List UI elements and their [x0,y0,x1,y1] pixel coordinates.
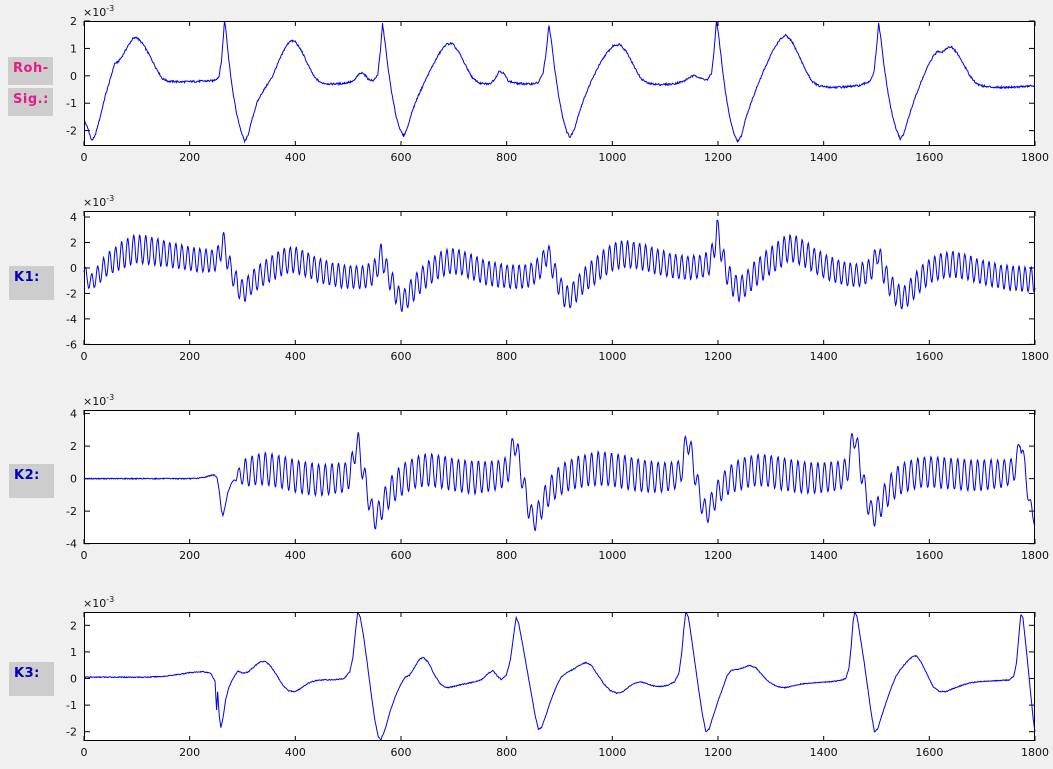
y-tick-label: 4 [70,408,77,421]
y-tick-label: 2 [70,15,77,28]
subplot-k3: 0 200 400 600 800 1000 1200 1400 1600 1800 2 1 0 -1 -2… [66,595,1049,759]
x-tick-label: 400 [285,151,306,164]
y-tick-label: 0 [70,70,77,83]
y-scale-label: ×10-3 [83,4,114,19]
x-tick-label: 1600 [915,549,943,562]
signal-trace [83,432,1036,532]
subplot-k2: 0 200 400 600 800 1000 1200 1400 1600 1800 4 2 0 -2 -4… [66,393,1049,562]
subplot-roh-signal: 0 200 400 600 800 1000 1200 1400 1600 1800 2 1 0 -1 -2… [66,4,1049,164]
y-tick-label: 0 [70,473,77,486]
y-scale-label: ×10-3 [83,393,114,408]
x-tick-label: 1400 [810,350,838,363]
x-tick-label: 1400 [810,549,838,562]
x-tick-label: 1000 [598,350,626,363]
x-tick-label: 800 [496,549,517,562]
signal-label-k3: K3: [9,662,54,696]
x-tick-label: 0 [81,350,88,363]
x-tick-label: 800 [496,151,517,164]
signal-label-sig: Sig.: [8,88,53,116]
y-tick-label: 0 [70,262,77,275]
plot-area [84,21,1035,146]
y-tick-label: -2 [66,125,77,138]
x-tick-label: 1600 [915,746,943,759]
y-tick-label: -6 [66,338,77,351]
axis-frame [84,21,1035,146]
axis-frame [84,612,1035,741]
x-tick-label: 600 [391,746,412,759]
x-tick-label: 0 [81,151,88,164]
x-tick-label: 400 [285,549,306,562]
y-tick-label: 1 [70,42,77,55]
x-tick-label: 1000 [598,151,626,164]
x-tick-label: 1800 [1021,350,1049,363]
y-tick-label: -2 [66,505,77,518]
x-tick-label: 600 [391,151,412,164]
x-tick-label: 200 [179,350,200,363]
x-tick-label: 1400 [810,151,838,164]
x-tick-label: 200 [179,549,200,562]
x-tick-label: 1200 [704,350,732,363]
x-tick-label: 200 [179,746,200,759]
y-tick-label: -2 [66,726,77,739]
x-tick-label: 0 [81,746,88,759]
signal-label-k1: K1: [9,266,54,300]
x-tick-label: 400 [285,350,306,363]
y-tick-label: 1 [70,646,77,659]
y-tick-label: 2 [70,440,77,453]
signal-label-roh: Roh- [8,57,53,85]
x-tick-label: 1000 [598,549,626,562]
y-tick-label: 4 [70,211,77,224]
subplot-k1: 0 200 400 600 800 1000 1200 1400 1600 1800 4 2 0 -2 -4… [66,194,1049,363]
signal-label-k2: K2: [9,464,54,498]
y-tick-label: -1 [66,699,77,712]
x-tick-label: 400 [285,746,306,759]
x-tick-label: 600 [391,549,412,562]
y-scale-label: ×10-3 [83,595,114,610]
y-tick-label: -4 [66,313,77,326]
y-tick-label: -1 [66,97,77,110]
signal-trace [83,20,1036,144]
x-tick-label: 1600 [915,151,943,164]
y-tick-label: -4 [66,538,77,551]
x-tick-label: 1600 [915,350,943,363]
x-tick-label: 1200 [704,151,732,164]
plot-area [84,211,1035,345]
plot-area [84,612,1035,741]
axis-frame [84,410,1035,544]
y-tick-label: 2 [70,619,77,632]
x-tick-label: 0 [81,549,88,562]
x-tick-label: 1800 [1021,151,1049,164]
y-tick-label: -2 [66,287,77,300]
x-tick-label: 800 [496,746,517,759]
x-tick-label: 1800 [1021,549,1049,562]
signal-trace [83,219,1036,313]
x-tick-label: 800 [496,350,517,363]
x-tick-label: 600 [391,350,412,363]
x-tick-label: 200 [179,151,200,164]
signal-trace [83,610,1036,742]
x-tick-label: 1000 [598,746,626,759]
axis-frame [84,211,1035,345]
x-tick-label: 1400 [810,746,838,759]
y-scale-label: ×10-3 [83,194,114,209]
x-tick-label: 1200 [704,746,732,759]
x-tick-label: 1200 [704,549,732,562]
y-tick-label: 0 [70,672,77,685]
y-tick-label: 2 [70,236,77,249]
x-tick-label: 1800 [1021,746,1049,759]
